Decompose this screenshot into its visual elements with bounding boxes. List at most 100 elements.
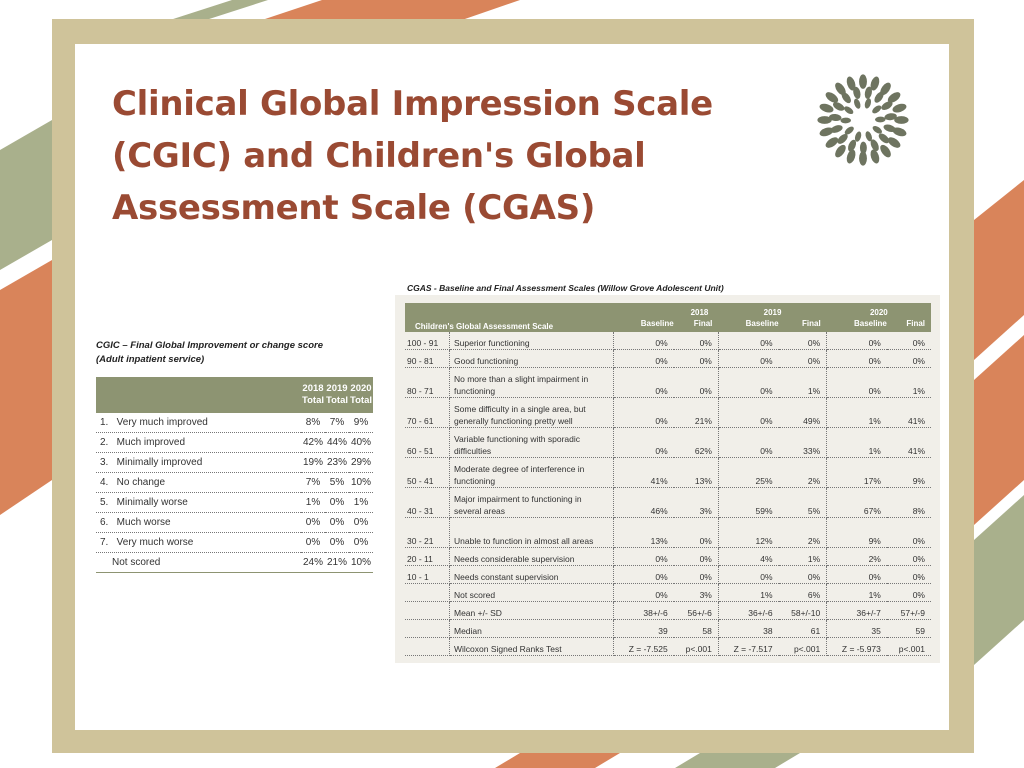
logo-leaf <box>837 133 848 144</box>
cgic-row-label: 6. Much worse <box>96 512 301 533</box>
cgas-cell: 0% <box>673 565 719 584</box>
cgas-body: 100 - 91 Superior functioning 0% 0% 0% 0% 0% 0%… <box>405 332 931 656</box>
cgas-cell: 61 <box>778 619 828 638</box>
cgas-cell: 12% <box>718 517 779 548</box>
cgic-cell: 0% <box>325 492 349 513</box>
cgas-cell: 36+/-6 <box>718 601 779 620</box>
cgas-row: Median 39 58 38 61 35 59 <box>405 619 931 638</box>
cgas-cell: 4% <box>718 547 779 566</box>
cgas-description: Superior functioning <box>449 332 614 350</box>
logo-leaf <box>854 131 862 142</box>
cgas-cell: 8% <box>886 487 931 518</box>
logo-leaf <box>884 113 897 121</box>
cgas-range <box>405 583 450 602</box>
cgic-sub-2018: Total <box>302 395 324 406</box>
logo-leaf <box>841 92 851 104</box>
cgas-description: Not scored <box>449 583 614 602</box>
cgic-cell: 0% <box>325 512 349 533</box>
cgas-cell: 0% <box>826 565 887 584</box>
cgas-cell: 0% <box>613 565 674 584</box>
cgas-cell: Z = -7.525 <box>613 637 674 656</box>
cgic-row-label: Not scored <box>96 552 301 573</box>
cgas-cell: Z = -7.517 <box>718 637 779 656</box>
cgic-cell: 19% <box>301 452 325 473</box>
logo-leaf <box>870 149 880 164</box>
cgas-cell: 41% <box>886 427 931 458</box>
cgas-range: 60 - 51 <box>405 427 450 458</box>
cgas-range: 50 - 41 <box>405 457 450 488</box>
logo-leaf <box>887 92 901 103</box>
logo-leaf <box>864 86 872 99</box>
cgic-header-2020: 2020 Total <box>349 377 373 413</box>
cgas-cell: 0% <box>886 332 931 350</box>
logo-leaf <box>872 125 882 134</box>
logo-leaf <box>865 131 873 142</box>
cgic-cell: 23% <box>325 452 349 473</box>
cgas-range: 80 - 71 <box>405 367 450 398</box>
cgic-row: 6. Much worse 0% 0% 0% <box>96 512 373 533</box>
cgic-cell: 29% <box>349 452 373 473</box>
cgic-cell: 42% <box>301 432 325 453</box>
cgic-cell: 0% <box>349 512 373 533</box>
cgic-row-label: 3. Minimally improved <box>96 452 301 473</box>
cgas-range: 90 - 81 <box>405 349 450 368</box>
cgas-cell: 33% <box>778 427 828 458</box>
logo-leaf <box>881 101 893 111</box>
cgic-cell: 10% <box>349 472 373 493</box>
cgas-cell: 59% <box>718 487 779 518</box>
cgic-cell: 21% <box>325 552 349 573</box>
cgas-description: Some difficulty in a single area, but ge… <box>449 397 614 428</box>
cgic-cell: 44% <box>325 432 349 453</box>
cgas-cell: 1% <box>826 397 887 428</box>
cgic-cell: 5% <box>325 472 349 493</box>
logo-leaf <box>835 144 846 158</box>
cgas-cell: 2% <box>778 457 828 488</box>
cgas-cell: 0% <box>718 332 779 350</box>
cgas-cell: 0% <box>673 517 719 548</box>
cgic-row-label: 5. Minimally worse <box>96 492 301 513</box>
cgas-range: 20 - 11 <box>405 547 450 566</box>
cgic-cell: 0% <box>349 532 373 553</box>
logo-leaf <box>880 82 891 96</box>
cgas-cell: 3% <box>673 487 719 518</box>
logo-leaf <box>872 105 882 114</box>
cgas-description: Unable to function in almost all areas <box>449 517 614 548</box>
cgas-cell: 0% <box>778 565 828 584</box>
cgas-cell: 0% <box>673 367 719 398</box>
logo-leaf <box>844 106 854 115</box>
cgas-cell: 0% <box>613 349 674 368</box>
cgas-table: Children's Global Assessment Scale 2018 … <box>405 303 931 656</box>
cgas-header-row-years: Children's Global Assessment Scale 2018 … <box>405 303 931 332</box>
cgas-row: 80 - 71 No more than a slight impairment … <box>405 367 931 398</box>
cgas-description: Good functioning <box>449 349 614 368</box>
cgas-cell: 1% <box>826 427 887 458</box>
cgic-cell: 1% <box>301 492 325 513</box>
cgas-sub-baseline: Baseline <box>826 318 887 332</box>
cgas-cell: 0% <box>673 547 719 566</box>
cgas-description: No more than a slight impairment in func… <box>449 367 614 398</box>
cgas-description: Wilcoxon Signed Ranks Test <box>449 637 614 656</box>
cgic-year-2018: 2018 <box>302 383 324 394</box>
cgic-caption-line1: CGIC – Final Global Improvement or chang… <box>96 340 323 351</box>
logo-leaf <box>892 127 907 137</box>
logo-leaf <box>870 76 880 91</box>
cgas-cell: 0% <box>718 427 779 458</box>
logo-leaf <box>880 144 891 158</box>
cgic-sub-2020: Total <box>350 395 372 406</box>
cgic-cell: 0% <box>301 532 325 553</box>
cgas-cell: p<.001 <box>778 637 828 656</box>
cgic-cell: 7% <box>325 413 349 433</box>
cgas-cell: 0% <box>886 547 931 566</box>
cgas-cell: Z = -5.973 <box>826 637 887 656</box>
cgas-cell: 62% <box>673 427 719 458</box>
cgic-header-row: 2018 Total 2019 Total 2020 Total <box>96 377 373 413</box>
cgas-cell: 41% <box>886 397 931 428</box>
cgas-cell: 58+/-10 <box>778 601 828 620</box>
cgas-cell: 0% <box>826 332 887 350</box>
logo-leaf <box>840 117 851 124</box>
cgas-year-2018: 2018 <box>613 303 719 318</box>
logo-leaf <box>817 116 832 124</box>
cgas-cell: 0% <box>718 397 779 428</box>
cgas-row: 90 - 81 Good functioning 0% 0% 0% 0% 0% 0% <box>405 349 931 368</box>
